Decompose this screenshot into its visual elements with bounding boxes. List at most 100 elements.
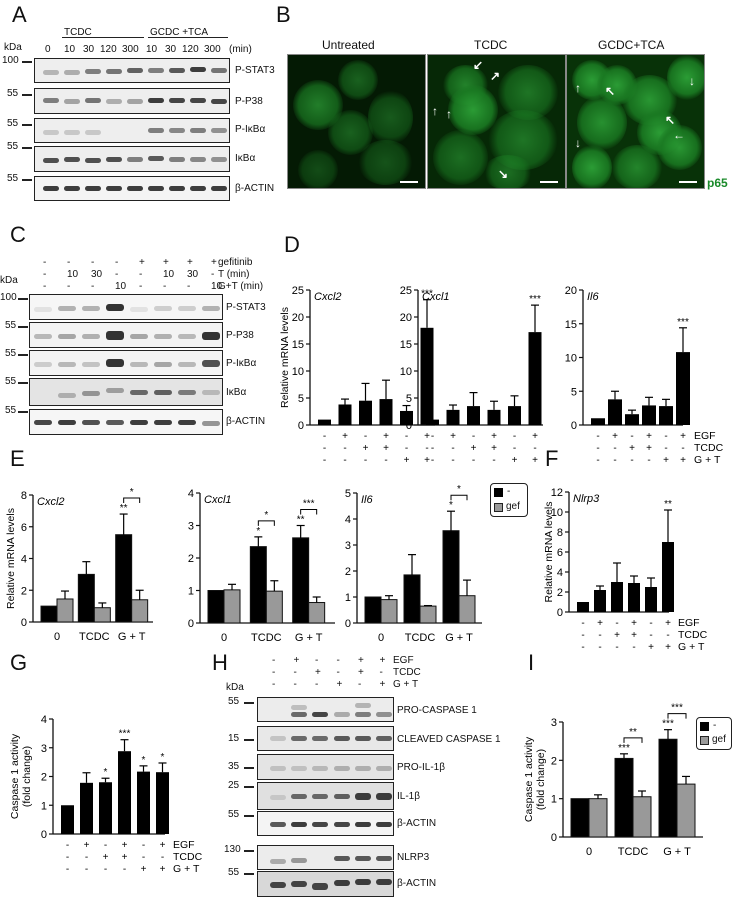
svg-text:20: 20	[292, 312, 304, 324]
blot-label: β-ACTIN	[397, 878, 437, 889]
svg-text:-: -	[615, 618, 618, 629]
svg-text:-: -	[451, 455, 454, 466]
svg-text:+: +	[404, 455, 410, 466]
group-label-tcdc: TCDC	[64, 27, 92, 38]
svg-text:25: 25	[292, 285, 304, 297]
treatment-sign: -	[358, 679, 362, 690]
svg-text:***: ***	[303, 499, 315, 510]
treatment-sign: +	[187, 257, 193, 268]
svg-text:+: +	[491, 443, 497, 454]
legend-label: gef	[712, 734, 726, 745]
treatment-label: G + T	[393, 679, 419, 690]
svg-text:**: **	[629, 727, 637, 738]
svg-text:-: -	[431, 443, 434, 454]
svg-text:3: 3	[41, 743, 47, 755]
svg-text:-: -	[405, 443, 408, 454]
svg-text:+: +	[597, 618, 603, 629]
kda-marker: 55	[5, 376, 17, 387]
svg-text:2: 2	[551, 755, 557, 767]
kda-marker: 55	[228, 696, 240, 707]
svg-text:*: *	[142, 755, 146, 766]
svg-text:15: 15	[400, 339, 412, 351]
treatment-sign: -	[293, 679, 297, 690]
svg-text:Cxcl1: Cxcl1	[204, 494, 232, 506]
svg-text:***: ***	[529, 294, 541, 305]
svg-text:8: 8	[557, 527, 563, 539]
svg-text:Cxcl2: Cxcl2	[37, 496, 65, 508]
panel-letter-e: E	[10, 446, 25, 471]
svg-text:-: -	[66, 840, 69, 851]
svg-text:+: +	[629, 443, 635, 454]
svg-text:G + T: G + T	[694, 454, 721, 466]
svg-text:***: ***	[671, 703, 683, 714]
svg-text:-: -	[123, 864, 126, 875]
svg-text:EGF: EGF	[173, 839, 195, 851]
kda-marker: 55	[228, 809, 240, 820]
lane-label: 300	[122, 44, 139, 55]
legend-e: - gef	[490, 483, 528, 517]
blot-beta-actin	[29, 409, 223, 435]
blot-label: β-ACTIN	[226, 416, 266, 427]
svg-text:10: 10	[551, 507, 563, 519]
blot-ikba	[34, 146, 230, 172]
arrow-icon: ↘	[498, 167, 509, 181]
svg-text:+: +	[646, 431, 652, 442]
svg-text:*: *	[161, 752, 165, 763]
svg-text:-: -	[649, 618, 652, 629]
svg-text:+: +	[612, 431, 618, 442]
svg-text:-: -	[323, 455, 326, 466]
blot-beta-actin	[257, 871, 394, 897]
treatment-sign: -	[315, 679, 319, 690]
svg-text:-: -	[343, 455, 346, 466]
treatment-sign: +	[379, 655, 386, 666]
blot-label: PRO-IL-1β	[397, 762, 445, 773]
svg-text:-: -	[472, 455, 475, 466]
svg-text:+: +	[383, 443, 389, 454]
svg-text:TCDC: TCDC	[251, 632, 282, 644]
svg-text:-: -	[384, 455, 387, 466]
legend-swatch-black	[700, 722, 709, 731]
svg-text:G + T: G + T	[118, 631, 146, 643]
kda-label: kDa	[0, 275, 18, 286]
svg-text:2: 2	[21, 585, 27, 597]
svg-text:15: 15	[565, 319, 577, 331]
svg-text:0: 0	[571, 420, 577, 432]
svg-text:-: -	[104, 864, 107, 875]
svg-text:Il6: Il6	[361, 494, 374, 506]
svg-text:+: +	[383, 431, 389, 442]
svg-text:3: 3	[345, 540, 351, 552]
treatment-sign: -	[139, 269, 143, 280]
treatment-sign: +	[163, 257, 169, 268]
treatment-sign: -	[272, 679, 276, 690]
svg-text:-: -	[85, 852, 88, 863]
svg-text:+: +	[680, 431, 686, 442]
svg-text:2: 2	[188, 553, 194, 565]
treatment-sign: -	[336, 667, 340, 678]
svg-text:-: -	[343, 443, 346, 454]
svg-text:+: +	[363, 443, 369, 454]
treatment-sign: -	[91, 281, 95, 292]
svg-text:10: 10	[565, 353, 577, 365]
svg-text:10: 10	[400, 366, 412, 378]
svg-text:Caspase 1 activity: Caspase 1 activity	[523, 736, 535, 822]
svg-text:*: *	[256, 526, 260, 537]
svg-text:-: -	[425, 443, 428, 454]
svg-text:-: -	[615, 642, 618, 653]
micrograph-untreated	[287, 54, 426, 189]
svg-text:25: 25	[400, 285, 412, 297]
svg-text:G + T: G + T	[678, 641, 705, 653]
svg-text:-: -	[596, 443, 599, 454]
blot-cleaved-caspase-1	[257, 726, 394, 751]
svg-text:6: 6	[557, 547, 563, 559]
blot-label: P-IκBα	[226, 358, 257, 369]
blot-p-p38	[34, 88, 230, 114]
svg-text:***: ***	[421, 289, 433, 300]
svg-text:+: +	[648, 642, 654, 653]
svg-text:0: 0	[41, 829, 47, 841]
svg-text:***: ***	[119, 729, 131, 740]
blot-p-ikba	[34, 118, 230, 143]
svg-text:+: +	[160, 864, 166, 875]
svg-text:*: *	[264, 510, 268, 521]
lane-label: (min)	[229, 44, 252, 55]
svg-text:-: -	[323, 431, 326, 442]
